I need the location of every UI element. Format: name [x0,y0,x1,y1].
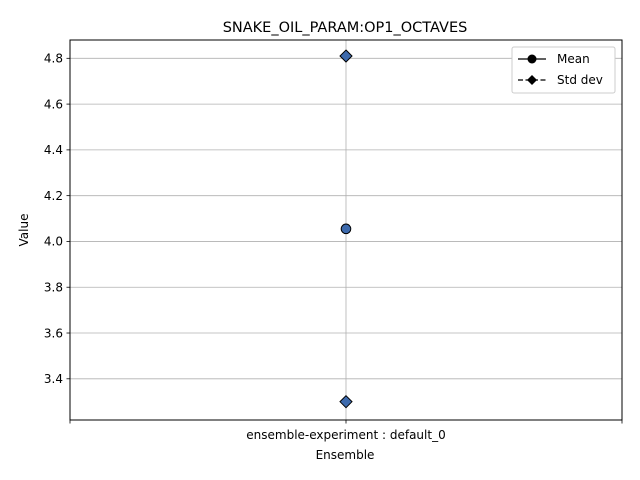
grid [70,40,622,420]
legend-marker-stddev [527,75,537,85]
legend-entry-stddev: Std dev [518,73,603,87]
y-tick-label: 4.6 [44,97,63,111]
legend-entry-mean: Mean [518,52,590,66]
y-tick-label: 3.4 [44,372,63,386]
point-std-dev [339,394,353,409]
y-axis-label: Value [17,214,31,247]
point-std-dev [339,49,353,63]
x-axis-label: Ensemble [316,448,375,462]
point-mean [340,223,352,235]
legend: Mean Std dev [511,46,616,94]
y-axis: 3.4 3.6 3.8 4.0 4.2 4.4 4.6 4.8 [44,52,70,386]
y-tick-label: 4.0 [44,235,63,249]
series-layer [339,49,353,409]
legend-label-mean: Mean [557,52,590,66]
y-tick-label: 4.4 [44,143,63,157]
y-tick-label: 4.8 [44,52,63,66]
y-tick-label: 3.6 [44,326,63,340]
chart-title: SNAKE_OIL_PARAM:OP1_OCTAVES [223,20,468,36]
x-tick-label: ensemble-experiment : default_0 [246,428,445,442]
y-tick-label: 3.8 [44,281,63,295]
legend-label-stddev: Std dev [557,73,603,87]
legend-marker-mean [527,54,537,64]
y-tick-label: 4.2 [44,189,63,203]
x-axis: ensemble-experiment : default_0 [69,420,623,442]
